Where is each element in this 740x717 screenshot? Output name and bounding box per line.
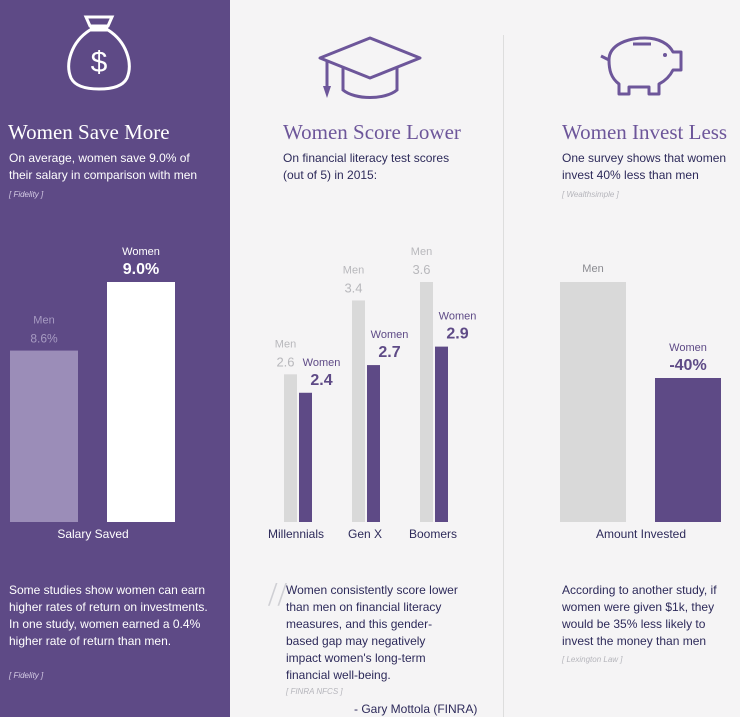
bar-men [284,374,297,522]
bar-men [560,282,626,522]
money-bag-icon: $ [67,15,131,91]
graduation-cap-icon [318,36,422,99]
source-citation: [ FINRA NFCS ] [286,687,343,696]
bar-men [352,300,365,522]
category-label: Salary Saved [57,527,128,541]
savings-bar-chart: Men 8.6% Women 9.0% Salary Saved [10,246,175,541]
bar-men [10,350,78,522]
panel-description: One survey shows that women invest 40% l… [562,151,727,182]
category-label: Gen X [348,527,382,541]
piggy-bank-icon [600,36,683,96]
series-name-label: Women [122,246,160,258]
bar-women [435,346,448,522]
series-name-label: Women [371,329,409,341]
literacy-bar-chart: Men 2.6 Women 2.4 Millennials Men 3.4 Women 2.7 G… [268,246,477,541]
data-label: 2.4 [310,372,332,389]
category-label: Millennials [268,527,324,541]
bar-men [420,282,433,522]
series-name-label: Women [439,311,477,323]
data-label: 2.6 [276,354,294,369]
series-name-label: Men [582,263,603,275]
category-label: Amount Invested [596,527,686,541]
panel-save-more: $ Women Save More On average, women save… [0,0,230,717]
quote-mark: // [268,576,287,613]
column-divider [503,35,504,717]
panel-paragraph: According to another study, if women wer… [562,583,717,648]
panel-score-lower: Women Score Lower On financial literacy … [230,0,505,717]
panel-title: Women Score Lower [283,120,461,144]
source-citation: [ Fidelity ] [9,671,44,680]
panel-description: On average, women save 9.0% of their sal… [9,151,198,182]
data-label: 2.7 [378,344,400,361]
series-name-label: Men [343,264,364,276]
data-label: -40% [669,357,706,374]
panel-title: Women Invest Less [562,120,728,144]
source-citation: [ Lexington Law ] [562,655,623,664]
category-label: Boomers [409,527,457,541]
investment-bar-chart: Men Women -40% Amount Invested [560,263,721,541]
panel-paragraph: Some studies show women can earn higher … [9,583,208,648]
panel-description: On financial literacy test scores (out o… [283,151,450,182]
panel-invest-less: Women Invest Less One survey shows that … [505,0,740,717]
source-citation: [ Wealthsimple ] [562,190,619,199]
bar-women [655,378,721,522]
data-label: 8.6% [30,332,58,346]
data-label: 3.4 [344,280,362,295]
series-name-label: Women [303,357,341,369]
series-name-label: Men [411,246,432,258]
quote-text: Women consistently score lower than men … [286,583,458,682]
series-name-label: Men [33,315,54,327]
svg-text:$: $ [91,46,108,79]
bar-women [107,282,175,522]
bar-women [299,392,312,522]
data-label: 2.9 [446,326,468,343]
panel-title: Women Save More [8,120,170,144]
data-label: 9.0% [123,261,159,278]
source-citation: [ Fidelity ] [9,190,44,199]
bar-women [367,365,380,522]
quote-attribution: - Gary Mottola (FINRA) [354,702,478,716]
series-name-label: Men [275,338,296,350]
series-name-label: Women [669,342,707,354]
data-label: 3.6 [412,262,430,277]
